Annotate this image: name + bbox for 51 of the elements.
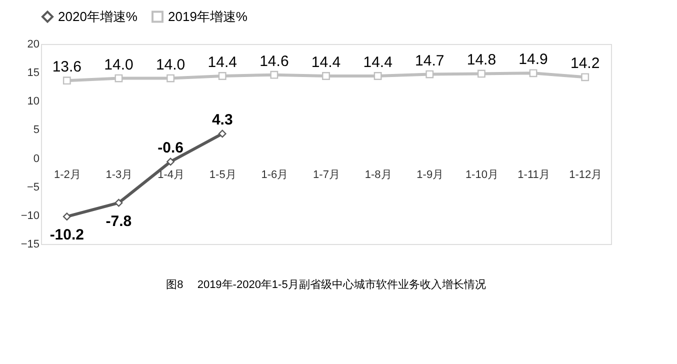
point (62, 212, 71, 221)
point (218, 72, 226, 80)
data-label: 14.4 (208, 54, 237, 71)
point (114, 198, 123, 207)
x-tick-label: 1-2月 (54, 168, 81, 181)
data-label: 14.7 (415, 52, 444, 70)
point (529, 69, 538, 78)
point (114, 74, 123, 82)
point (478, 70, 486, 78)
data-label: 14.0 (104, 56, 134, 74)
y-tick-label: 5 (33, 124, 40, 136)
y-tick-label: 20 (27, 38, 40, 50)
data-label: 14.0 (156, 56, 186, 74)
x-tick-label: 1-6月 (261, 168, 288, 181)
data-label: 4.3 (212, 112, 233, 129)
data-label: 14.4 (311, 54, 341, 71)
data-label: -10.2 (50, 226, 84, 244)
data-label: -0.6 (158, 140, 184, 157)
caption: 图8 2019年-2020年1-5月副省级中心城市软件业务收入增长情况 (166, 278, 486, 291)
data-label: 14.2 (570, 55, 600, 72)
data-label: 14.8 (466, 52, 496, 69)
legend-label: 2019年增速% (168, 8, 248, 24)
point (374, 72, 382, 80)
x-tick-label: 1-9月 (416, 168, 444, 181)
point (581, 73, 590, 82)
data-label: -7.8 (106, 212, 132, 230)
x-tick-label: 1-12月 (569, 168, 602, 181)
y-tick-label: −10 (20, 210, 40, 222)
y-tick-label: −5 (26, 181, 40, 194)
x-tick-label: 1-7月 (313, 168, 340, 181)
x-tick-label: 1-11月 (518, 168, 550, 181)
x-tick-label: 1-8月 (364, 168, 392, 181)
point (322, 72, 330, 80)
x-tick-label: 1-5月 (209, 168, 236, 181)
x-tick-label: 1-10月 (465, 168, 498, 181)
y-tick-label: 15 (27, 67, 40, 80)
data-label: 14.4 (363, 54, 392, 71)
point (166, 74, 174, 82)
y-tick-label: −15 (20, 238, 40, 250)
x-tick-label: 1-3月 (106, 168, 133, 181)
data-label: 14.6 (260, 52, 289, 70)
y-tick-label: 10 (27, 96, 40, 108)
data-label: 13.6 (52, 58, 82, 76)
point (270, 70, 278, 79)
point (62, 76, 71, 85)
point (218, 130, 226, 138)
y-tick-label: 0 (33, 152, 40, 165)
legend-label: 2020年增速% (58, 8, 138, 24)
data-label: 14.9 (518, 51, 548, 68)
point (166, 158, 174, 166)
point (426, 70, 434, 78)
